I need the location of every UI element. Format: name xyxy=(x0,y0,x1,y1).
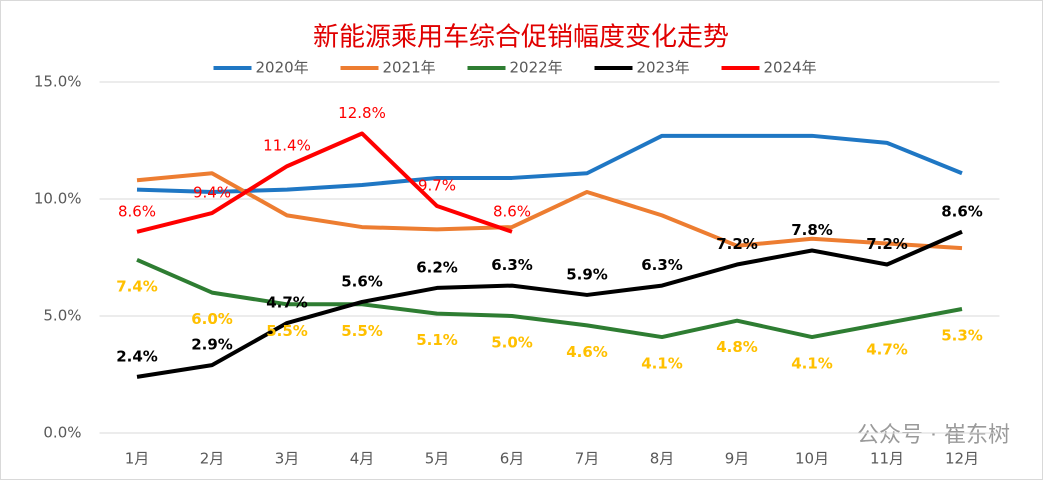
data-label: 7.4% xyxy=(116,277,158,295)
legend-label: 2021年 xyxy=(383,59,436,77)
data-label: 2.4% xyxy=(116,347,158,365)
data-label: 7.8% xyxy=(791,221,833,239)
data-label: 5.5% xyxy=(341,322,383,340)
data-label: 5.9% xyxy=(566,265,608,283)
legend-label: 2022年 xyxy=(510,59,563,77)
data-label: 6.3% xyxy=(491,256,533,274)
y-tick-label: 5.0% xyxy=(43,307,81,325)
data-label: 4.1% xyxy=(641,355,683,373)
data-label: 6.0% xyxy=(191,310,233,328)
data-label: 4.6% xyxy=(566,343,608,361)
x-tick-label: 4月 xyxy=(350,450,375,468)
data-label: 8.6% xyxy=(493,202,531,220)
series-line xyxy=(136,258,963,340)
x-tick-label: 12月 xyxy=(945,450,979,468)
data-label: 5.1% xyxy=(416,331,458,349)
data-label: 7.2% xyxy=(716,235,758,253)
data-label: 4.8% xyxy=(716,338,758,356)
data-label: 4.7% xyxy=(866,341,908,359)
y-tick-label: 10.0% xyxy=(34,190,82,208)
data-label: 8.6% xyxy=(941,202,983,220)
data-label: 9.4% xyxy=(193,184,231,202)
chart-title: 新能源乘用车综合促销幅度变化走势 xyxy=(313,23,729,53)
data-label: 5.5% xyxy=(266,322,308,340)
legend-label: 2024年 xyxy=(764,59,817,77)
x-tick-label: 9月 xyxy=(725,450,750,468)
data-label: 6.2% xyxy=(416,258,458,276)
series-line xyxy=(136,171,963,251)
data-label: 6.3% xyxy=(641,256,683,274)
data-label: 8.6% xyxy=(118,202,156,220)
legend-label: 2020年 xyxy=(256,59,309,77)
data-label: 12.8% xyxy=(338,104,386,122)
x-tick-label: 3月 xyxy=(275,450,300,468)
x-tick-label: 1月 xyxy=(125,450,150,468)
x-tick-label: 5月 xyxy=(425,450,450,468)
y-tick-label: 15.0% xyxy=(34,73,82,91)
data-label: 2.9% xyxy=(191,336,233,354)
data-label: 7.2% xyxy=(866,235,908,253)
data-label: 5.0% xyxy=(491,334,533,352)
data-label: 9.7% xyxy=(418,177,456,195)
x-tick-label: 11月 xyxy=(870,450,904,468)
data-label: 5.3% xyxy=(941,326,983,344)
x-tick-label: 2月 xyxy=(200,450,225,468)
x-tick-label: 10月 xyxy=(795,450,829,468)
y-tick-label: 0.0% xyxy=(43,424,81,442)
x-tick-label: 7月 xyxy=(575,450,600,468)
series-line xyxy=(136,229,963,379)
data-label: 4.1% xyxy=(791,355,833,373)
series-line xyxy=(136,131,513,234)
data-label: 4.7% xyxy=(266,294,308,312)
legend-label: 2023年 xyxy=(637,59,690,77)
series-line xyxy=(136,133,963,194)
data-label: 5.6% xyxy=(341,272,383,290)
x-tick-label: 8月 xyxy=(650,450,675,468)
x-tick-label: 6月 xyxy=(500,450,525,468)
watermark: 公众号 · 崔东树 xyxy=(857,423,1010,448)
data-label: 11.4% xyxy=(263,137,311,155)
